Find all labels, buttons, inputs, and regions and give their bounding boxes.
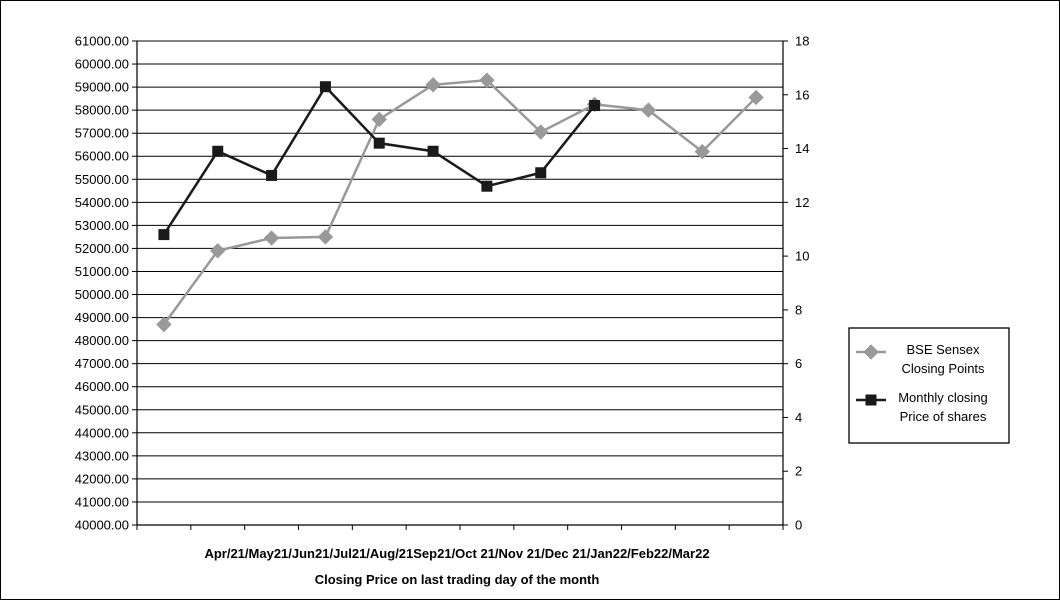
data-point [479,72,495,88]
data-point [210,243,226,259]
legend-marker [865,394,877,406]
legend-item: BSE Sensex Closing Points [856,342,985,376]
left-tick-label: 55000.00 [75,172,129,187]
left-tick-label: 61000.00 [75,34,129,49]
data-point [158,229,170,241]
series-2 [158,81,601,241]
left-tick-label: 46000.00 [75,379,129,394]
right-tick-label: 6 [795,356,802,371]
left-tick-label: 42000.00 [75,471,129,486]
legend: BSE Sensex Closing Points Monthly closing P… [848,327,1010,444]
series-line [162,78,757,326]
left-tick-label: 44000.00 [75,425,129,440]
data-point [694,143,710,160]
data-point [640,102,657,118]
data-point [425,77,441,93]
right-tick-label: 10 [795,249,809,264]
legend-item: Monthly closing Price of shares [856,390,988,424]
left-tick-label: 53000.00 [75,218,129,233]
axes [136,41,784,530]
data-point [589,100,601,112]
left-tick-label: 41000.00 [75,494,129,509]
left-tick-label: 50000.00 [75,287,129,302]
left-tick-label: 59000.00 [75,80,129,95]
data-point [156,316,172,333]
legend-label: BSE Sensex [907,342,980,357]
left-tick-label: 45000.00 [75,402,129,417]
left-tick-label: 48000.00 [75,333,129,348]
left-y-axis-ticks: 40000.00 41000.00 42000.00 43000.00 44000.00… [75,34,137,533]
right-tick-label: 12 [795,195,809,210]
left-tick-label: 51000.00 [75,264,129,279]
series-line [162,84,596,236]
legend-label: Closing Points [901,361,985,376]
left-tick-label: 52000.00 [75,241,129,256]
right-y-axis-ticks: 0 2 4 6 8 10 12 14 16 18 [783,34,809,533]
left-tick-label: 58000.00 [75,103,129,118]
left-tick-label: 57000.00 [75,126,129,141]
data-point [533,124,549,140]
legend-label: Price of shares [900,409,987,424]
data-point [481,180,493,192]
right-tick-label: 18 [795,34,809,49]
data-point [263,230,280,246]
left-tick-label: 47000.00 [75,356,129,371]
left-tick-label: 40000.00 [75,518,129,533]
legend-label: Monthly closing [898,390,988,405]
legend-box [848,327,1010,444]
legend-marker [863,344,879,360]
left-tick-label: 54000.00 [75,195,129,210]
x-axis-title: Closing Price on last trading day of the… [315,572,600,587]
right-tick-label: 2 [795,464,802,479]
data-point [212,145,224,157]
series [156,72,764,333]
right-tick-label: 14 [795,141,809,156]
data-point [371,111,387,128]
data-point [535,167,547,179]
right-tick-label: 0 [795,518,802,533]
data-point [266,169,278,181]
data-point [373,137,385,149]
right-tick-label: 8 [795,302,802,317]
left-tick-label: 56000.00 [75,149,129,164]
left-tick-label: 60000.00 [75,57,129,72]
left-tick-label: 49000.00 [75,310,129,325]
gridlines [137,40,783,526]
left-tick-label: 43000.00 [75,448,129,463]
data-point [427,145,439,157]
right-tick-label: 16 [795,87,809,102]
data-point [319,81,331,93]
right-tick-label: 4 [795,410,802,425]
data-point [317,229,334,245]
data-point [748,89,764,106]
x-axis-category-labels: Apr/21/May21/Jun21/Jul21/Aug/21Sep21/Oct… [204,546,709,561]
